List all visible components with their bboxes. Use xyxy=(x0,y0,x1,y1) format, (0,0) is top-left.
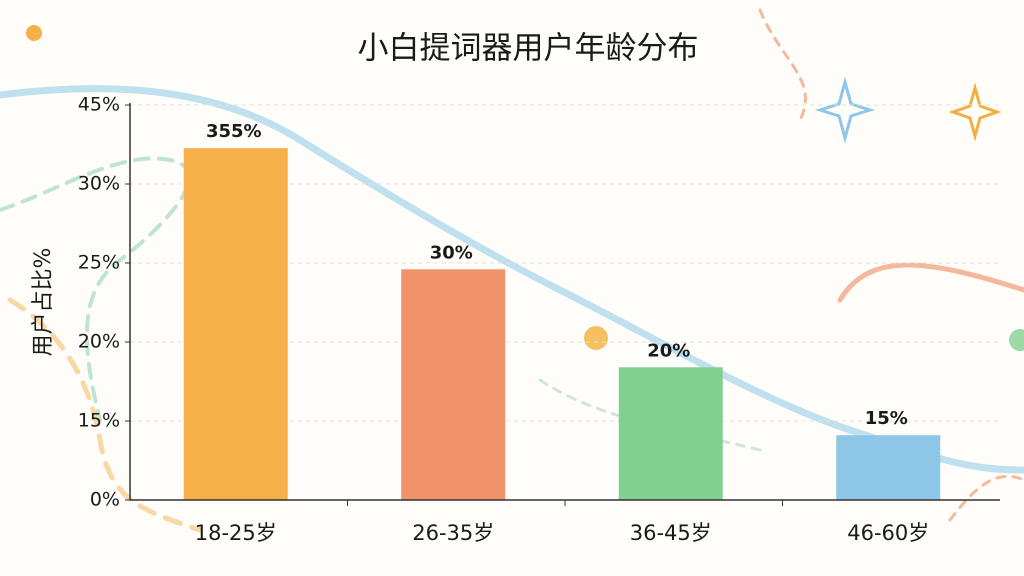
y-tick-label: 45% xyxy=(78,94,120,116)
decoration xyxy=(26,25,42,41)
x-tick-label: 46-60岁 xyxy=(847,521,929,545)
decoration xyxy=(1009,329,1024,351)
x-tick-label: 26-35岁 xyxy=(412,521,494,545)
bar xyxy=(183,148,288,501)
y-tick-label: 0% xyxy=(90,489,120,511)
plot-area: 0% 15% 20% 25% 30% 45% 355% 18-25岁 30% 26-35岁 20% 3… xyxy=(78,94,1000,545)
x-tick-label: 18-25岁 xyxy=(195,521,277,545)
y-axis-label: 用户占比% xyxy=(31,248,56,357)
bar xyxy=(836,435,941,500)
bar xyxy=(401,269,506,500)
y-tick-label: 15% xyxy=(78,410,120,432)
x-tick-label: 36-45岁 xyxy=(630,521,712,545)
data-label: 30% xyxy=(430,242,473,263)
y-tick-label: 25% xyxy=(78,252,120,274)
data-label: 15% xyxy=(865,408,908,429)
chart-title: 小白提词器用户年龄分布 xyxy=(358,31,699,67)
bar xyxy=(618,367,723,500)
y-tick-label: 20% xyxy=(78,331,120,353)
y-tick-label: 30% xyxy=(78,173,120,195)
decoration xyxy=(584,326,608,350)
data-label: 355% xyxy=(206,121,262,142)
data-label: 20% xyxy=(647,340,690,361)
